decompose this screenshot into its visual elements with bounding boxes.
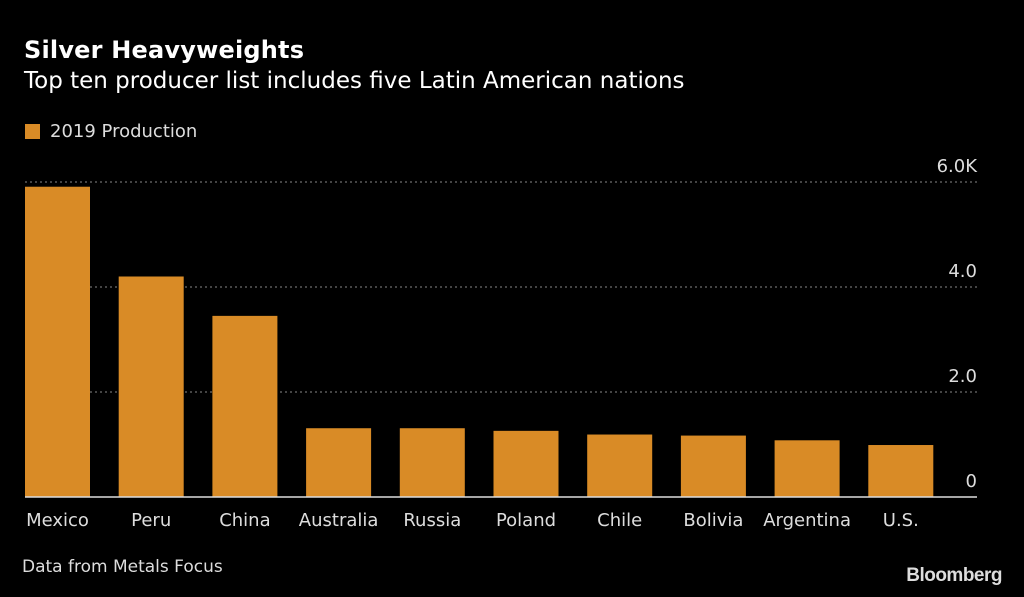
y-tick-label: 2.0: [948, 366, 977, 387]
x-tick-label: Chile: [597, 510, 642, 531]
legend: 2019 Production: [25, 121, 197, 142]
source-note: Data from Metals Focus: [22, 557, 223, 577]
y-tick-label: 4.0: [948, 261, 977, 282]
bars: [25, 186, 934, 497]
x-tick-label: China: [219, 510, 270, 531]
x-tick-label: Russia: [403, 510, 461, 531]
y-tick-label: 0: [966, 471, 977, 492]
x-tick-label: Australia: [299, 510, 379, 531]
legend-swatch: [25, 124, 40, 139]
x-tick-label: U.S.: [883, 510, 919, 531]
x-tick-label: Bolivia: [683, 510, 743, 531]
y-tick-label: 6.0K: [937, 156, 979, 177]
bar-australia: [306, 428, 372, 497]
bar-us: [868, 445, 934, 497]
bloomberg-logo: Bloomberg: [906, 565, 1002, 586]
x-tick-label: Poland: [496, 510, 556, 531]
bar-mexico: [25, 186, 90, 497]
bar-chile: [587, 434, 653, 497]
bar-poland: [493, 430, 559, 497]
bar-china: [212, 315, 278, 497]
bar-bolivia: [680, 435, 746, 497]
chart-title: Silver Heavyweights: [24, 36, 305, 64]
bar-peru: [118, 276, 184, 497]
gridlines: [25, 181, 977, 393]
x-tick-label: Mexico: [26, 510, 89, 531]
bar-russia: [399, 428, 465, 497]
x-tick-label: Argentina: [763, 510, 851, 531]
chart-subtitle: Top ten producer list includes five Lati…: [24, 68, 685, 94]
bar-argentina: [774, 440, 840, 497]
legend-label: 2019 Production: [50, 121, 198, 142]
x-tick-label: Peru: [131, 510, 171, 531]
x-axis-labels: Mexico Peru China Australia Russia Poland Chil…: [26, 510, 919, 531]
y-axis-ticks: 0 2.0 4.0 6.0K: [937, 156, 979, 492]
